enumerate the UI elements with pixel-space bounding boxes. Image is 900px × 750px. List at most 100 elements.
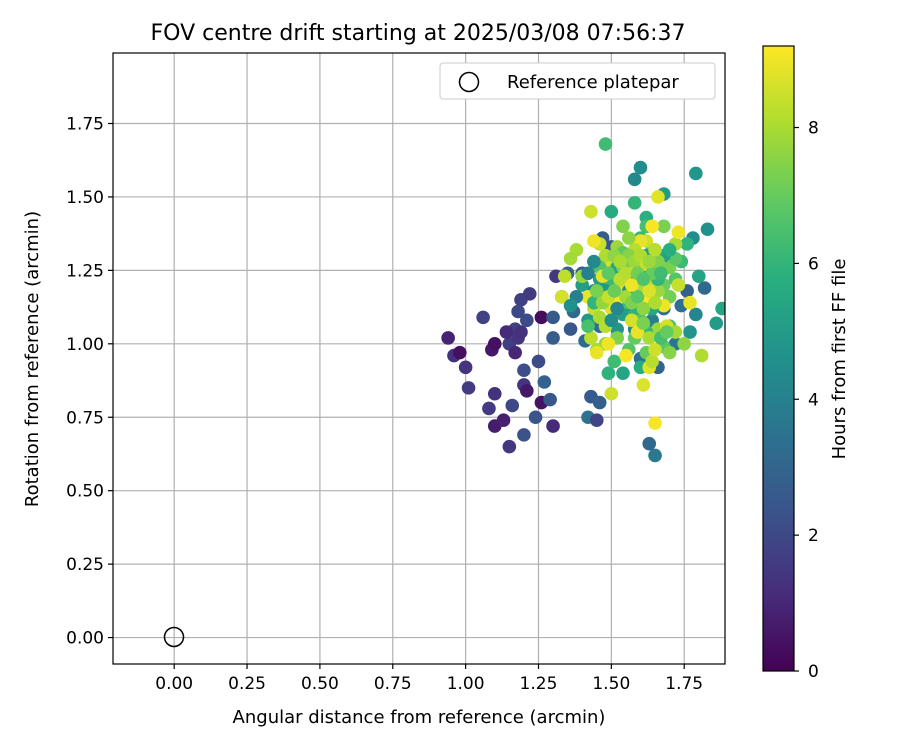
- data-point: [642, 331, 657, 345]
- data-point: [517, 428, 531, 442]
- data-point: [619, 266, 633, 281]
- data-point: [517, 363, 531, 378]
- data-point: [502, 439, 517, 454]
- data-point: [587, 254, 601, 269]
- y-tick-label: 0.00: [66, 629, 104, 649]
- data-point: [633, 160, 648, 175]
- data-point: [694, 348, 709, 363]
- x-tick-label: 0.75: [374, 674, 412, 694]
- data-point: [627, 172, 642, 187]
- data-point: [697, 281, 712, 295]
- data-point: [537, 375, 552, 389]
- data-point: [581, 266, 595, 281]
- y-tick-label: 0.75: [66, 408, 104, 428]
- data-point: [496, 413, 511, 427]
- data-point: [589, 345, 604, 360]
- data-point: [534, 310, 549, 325]
- plot-frame: [112, 52, 726, 665]
- data-point: [587, 234, 601, 248]
- data-point: [584, 204, 598, 219]
- data-point: [683, 325, 697, 339]
- x-axis-ticks: 0.00 0.25 0.50 0.75 1.00 1.25 1.50 1.75: [155, 664, 703, 694]
- data-point: [636, 301, 651, 316]
- data-point: [610, 301, 624, 316]
- data-point: [511, 304, 525, 319]
- x-axis-label: Angular distance from reference (arcmin): [233, 707, 606, 728]
- y-tick-label: 0.25: [66, 555, 104, 575]
- x-tick-label: 0.25: [228, 674, 266, 694]
- y-tick-label: 1.00: [66, 335, 104, 355]
- data-point: [671, 225, 686, 239]
- data-point: [691, 269, 706, 284]
- data-point: [581, 319, 595, 333]
- data-point: [528, 410, 543, 425]
- data-point: [627, 196, 642, 210]
- reference-marker: [163, 626, 185, 648]
- data-point: [531, 354, 546, 369]
- data-point: [636, 272, 651, 286]
- data-point: [592, 395, 607, 410]
- x-tick-label: 1.00: [447, 674, 485, 694]
- data-point: [499, 325, 514, 339]
- data-point: [604, 313, 619, 328]
- colorbar-tick-label: 2: [808, 526, 819, 546]
- data-point: [505, 398, 520, 413]
- data-point: [563, 251, 578, 266]
- x-tick-label: 0.50: [301, 674, 339, 694]
- data-point: [522, 287, 537, 301]
- data-point: [604, 386, 619, 401]
- colorbar-tick-label: 6: [808, 254, 819, 274]
- legend-label: Reference platepar: [507, 72, 679, 93]
- data-point: [630, 290, 645, 304]
- data-point: [680, 237, 694, 251]
- y-tick-label: 1.50: [66, 188, 104, 208]
- data-point: [651, 190, 665, 204]
- data-point: [546, 310, 560, 325]
- data-point: [619, 348, 633, 363]
- colorbar-gradient: [762, 45, 795, 672]
- data-point: [514, 325, 528, 339]
- data-point: [662, 345, 677, 360]
- data-point: [642, 436, 657, 451]
- data-point: [648, 342, 662, 357]
- data-point: [642, 284, 657, 298]
- legend-marker: [458, 71, 480, 93]
- data-point: [689, 307, 703, 322]
- data-point: [607, 284, 622, 298]
- data-point: [700, 222, 715, 237]
- colorbar-tick-label: 4: [808, 390, 819, 410]
- data-point: [487, 337, 502, 351]
- data-point: [645, 354, 659, 369]
- data-point: [482, 401, 496, 416]
- x-tick-label: 1.50: [592, 674, 630, 694]
- x-tick-label: 1.75: [665, 674, 703, 694]
- data-point: [642, 254, 657, 269]
- data-point: [589, 284, 604, 298]
- colorbar-label: Hours from first FF file: [829, 259, 850, 460]
- data-point: [441, 331, 455, 345]
- data-point: [683, 295, 697, 310]
- data-point: [458, 360, 473, 375]
- y-tick-label: 1.25: [66, 261, 104, 281]
- data-points: [441, 137, 725, 463]
- grid-lines: [113, 53, 725, 664]
- data-point: [508, 345, 522, 360]
- colorbar: 0 2 4 6 8 Hours from first FF file: [762, 45, 850, 682]
- data-point: [461, 381, 476, 395]
- colorbar-tick-label: 0: [808, 662, 819, 682]
- legend-box: [439, 62, 716, 100]
- data-point: [601, 366, 616, 380]
- y-tick-label: 0.50: [66, 482, 104, 502]
- data-point: [659, 325, 674, 339]
- data-point: [546, 331, 560, 345]
- data-point: [662, 243, 677, 257]
- data-point: [453, 345, 467, 360]
- data-point: [557, 269, 572, 284]
- data-point: [648, 448, 662, 463]
- data-point: [543, 392, 557, 407]
- data-point: [616, 219, 630, 234]
- data-point: [622, 231, 636, 245]
- data-point: [563, 298, 578, 313]
- data-point: [657, 219, 671, 234]
- data-point: [636, 378, 651, 392]
